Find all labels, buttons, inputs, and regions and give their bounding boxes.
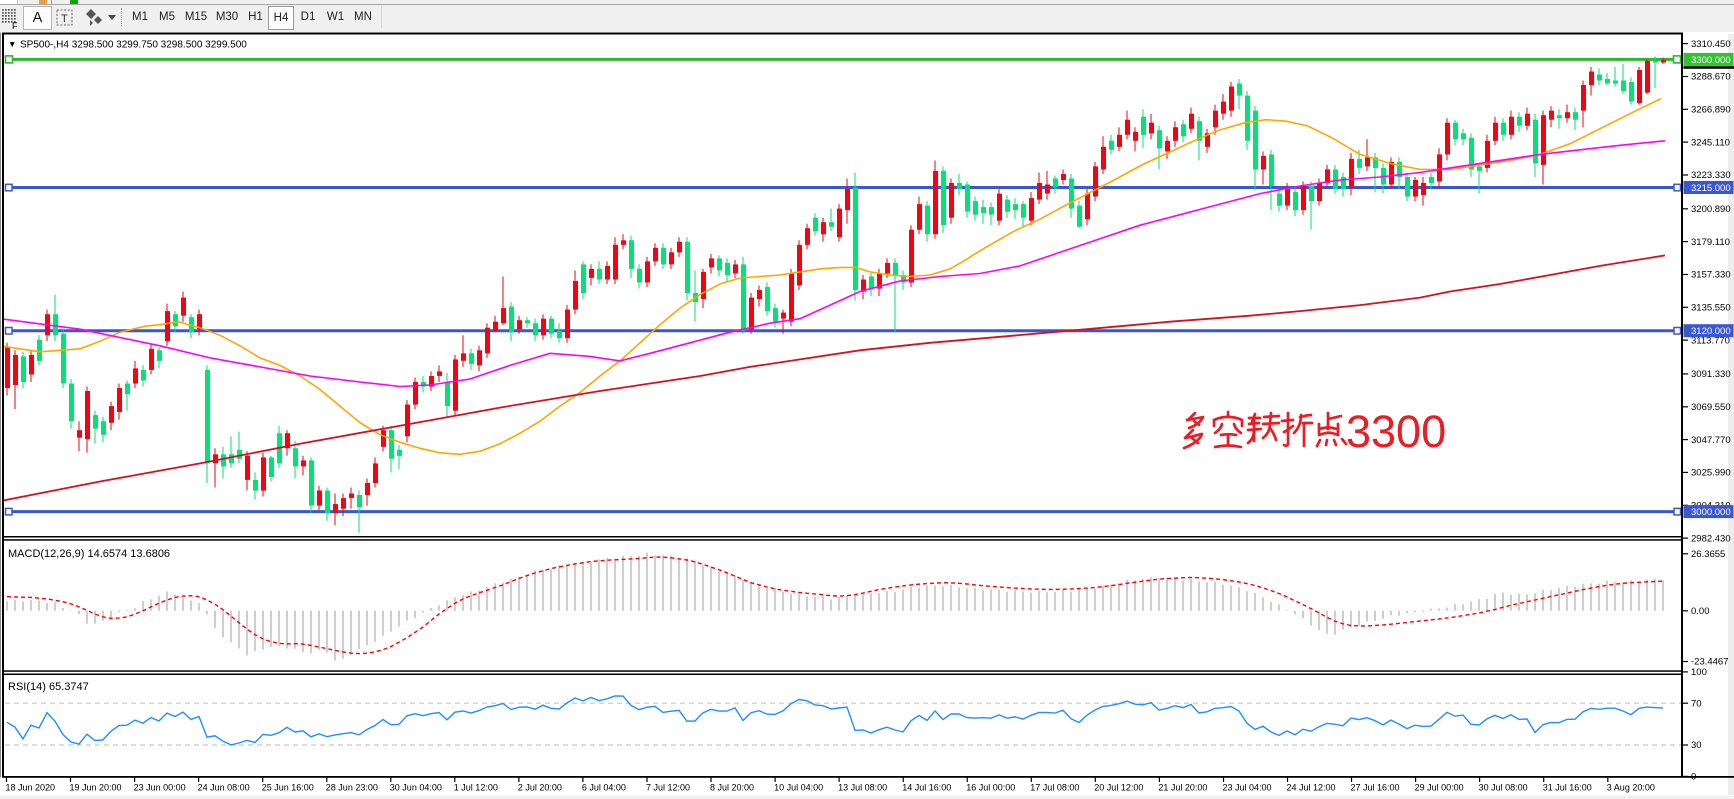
svg-text:16 Jul 00:00: 16 Jul 00:00: [966, 783, 1015, 793]
svg-text:31 Jul 16:00: 31 Jul 16:00: [1543, 783, 1592, 793]
svg-text:-23.4467: -23.4467: [1691, 657, 1729, 668]
svg-text:3215.000: 3215.000: [1691, 183, 1731, 194]
svg-text:3 Aug 20:00: 3 Aug 20:00: [1607, 783, 1655, 793]
svg-text:26.3655: 26.3655: [1691, 549, 1725, 560]
svg-text:23 Jun 00:00: 23 Jun 00:00: [134, 783, 186, 793]
svg-text:18 Jun 2020: 18 Jun 2020: [6, 783, 56, 793]
svg-text:3310.450: 3310.450: [1691, 39, 1731, 50]
svg-text:3179.110: 3179.110: [1691, 237, 1730, 248]
svg-text:2 Jul 20:00: 2 Jul 20:00: [518, 783, 562, 793]
svg-text:13 Jul 08:00: 13 Jul 08:00: [838, 783, 887, 793]
svg-text:SP500-,H4 3298.500 3299.750 3: SP500-,H4 3298.500 3299.750 3298.500 329…: [20, 40, 247, 51]
svg-text:▼: ▼: [8, 39, 16, 49]
svg-text:3135.550: 3135.550: [1691, 303, 1731, 314]
svg-text:28 Jun 23:00: 28 Jun 23:00: [326, 783, 378, 793]
svg-text:10 Jul 04:00: 10 Jul 04:00: [774, 783, 823, 793]
svg-text:3245.110: 3245.110: [1691, 137, 1730, 148]
svg-text:2982.430: 2982.430: [1691, 533, 1731, 544]
svg-text:21 Jul 20:00: 21 Jul 20:00: [1158, 783, 1207, 793]
svg-text:30: 30: [1691, 740, 1702, 751]
svg-text:MACD(12,26,9) 14.6574 13.6806: MACD(12,26,9) 14.6574 13.6806: [8, 548, 170, 560]
svg-text:F: F: [12, 21, 18, 30]
svg-text:100: 100: [1691, 667, 1707, 678]
svg-text:0: 0: [1691, 772, 1696, 783]
svg-text:3266.890: 3266.890: [1691, 105, 1731, 116]
svg-text:3091.330: 3091.330: [1691, 369, 1731, 380]
svg-text:3113.770: 3113.770: [1691, 335, 1730, 346]
svg-text:3300.000: 3300.000: [1691, 55, 1731, 66]
svg-text:30 Jul 08:00: 30 Jul 08:00: [1479, 783, 1528, 793]
svg-text:23 Jul 04:00: 23 Jul 04:00: [1223, 783, 1272, 793]
svg-text:14 Jul 16:00: 14 Jul 16:00: [902, 783, 951, 793]
svg-text:RSI(14) 65.3747: RSI(14) 65.3747: [8, 681, 89, 693]
svg-text:3000.000: 3000.000: [1691, 507, 1731, 518]
svg-text:25 Jun 16:00: 25 Jun 16:00: [262, 783, 314, 793]
svg-text:3288.670: 3288.670: [1691, 72, 1731, 83]
svg-text:7 Jul 12:00: 7 Jul 12:00: [646, 783, 690, 793]
svg-text:17 Jul 08:00: 17 Jul 08:00: [1030, 783, 1079, 793]
svg-text:1 Jul 12:00: 1 Jul 12:00: [454, 783, 498, 793]
svg-text:3223.330: 3223.330: [1691, 170, 1731, 181]
svg-text:3120.000: 3120.000: [1691, 326, 1731, 337]
svg-text:T: T: [61, 13, 68, 25]
svg-text:3300: 3300: [1346, 406, 1446, 457]
svg-text:29 Jul 00:00: 29 Jul 00:00: [1415, 783, 1464, 793]
svg-text:0.00: 0.00: [1691, 606, 1710, 617]
svg-text:70: 70: [1691, 698, 1702, 709]
svg-text:24 Jun 08:00: 24 Jun 08:00: [198, 783, 250, 793]
svg-text:19 Jun 20:00: 19 Jun 20:00: [70, 783, 122, 793]
svg-text:3157.330: 3157.330: [1691, 270, 1731, 281]
svg-text:3200.890: 3200.890: [1691, 204, 1731, 215]
svg-text:3025.990: 3025.990: [1691, 468, 1731, 479]
svg-text:27 Jul 16:00: 27 Jul 16:00: [1351, 783, 1400, 793]
svg-text:20 Jul 12:00: 20 Jul 12:00: [1094, 783, 1143, 793]
svg-text:3069.550: 3069.550: [1691, 402, 1731, 413]
svg-text:3047.770: 3047.770: [1691, 435, 1731, 446]
svg-text:6 Jul 04:00: 6 Jul 04:00: [582, 783, 626, 793]
svg-text:8 Jul 20:00: 8 Jul 20:00: [710, 783, 754, 793]
svg-text:30 Jun 04:00: 30 Jun 04:00: [390, 783, 442, 793]
svg-text:24 Jul 12:00: 24 Jul 12:00: [1287, 783, 1336, 793]
